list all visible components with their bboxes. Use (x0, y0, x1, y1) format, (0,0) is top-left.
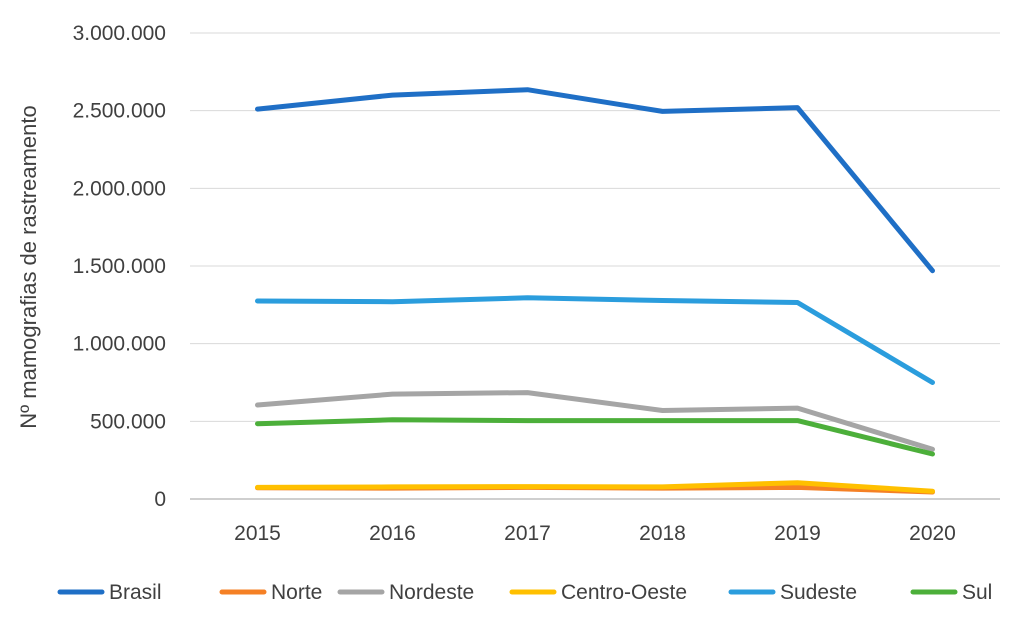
legend: Brasil Norte Nordeste Centro-Oeste Sudeste Su… (57, 581, 992, 604)
legend-label: Brasil (109, 581, 162, 604)
legend-label: Centro-Oeste (561, 581, 687, 604)
series-line-sul (255, 417, 935, 457)
y-tick-label: 500.000 (90, 410, 166, 433)
legend-label: Nordeste (389, 581, 474, 604)
x-tick-label: 2017 (504, 522, 551, 545)
y-tick-label: 3.000.000 (73, 22, 166, 45)
y-tick-label: 2.500.000 (73, 100, 166, 123)
y-tick-label: 0 (154, 488, 166, 511)
y-tick-label: 1.000.000 (73, 333, 166, 356)
y-axis-label: Nº mamografias de rastreamento (16, 105, 41, 429)
legend-label: Sul (962, 581, 992, 604)
y-tick-label: 2.000.000 (73, 177, 166, 200)
series-line-brasil (255, 87, 935, 274)
series-lines (255, 87, 935, 495)
x-tick-label: 2019 (774, 522, 821, 545)
x-tick-label: 2018 (639, 522, 686, 545)
series-line-nordeste (255, 390, 935, 452)
y-axis-ticks: 0 500.000 1.000.000 1.500.000 2.000.000 2.500… (73, 22, 166, 511)
legend-label: Sudeste (780, 581, 857, 604)
y-tick-label: 1.500.000 (73, 255, 166, 278)
series-line-centro-oeste (255, 480, 935, 494)
series-line-sudeste (255, 295, 935, 385)
x-tick-label: 2016 (369, 522, 416, 545)
x-axis-ticks: 2015 2016 2017 2018 2019 2020 (234, 522, 956, 545)
x-tick-label: 2020 (909, 522, 956, 545)
legend-label: Norte (271, 581, 322, 604)
x-tick-label: 2015 (234, 522, 281, 545)
